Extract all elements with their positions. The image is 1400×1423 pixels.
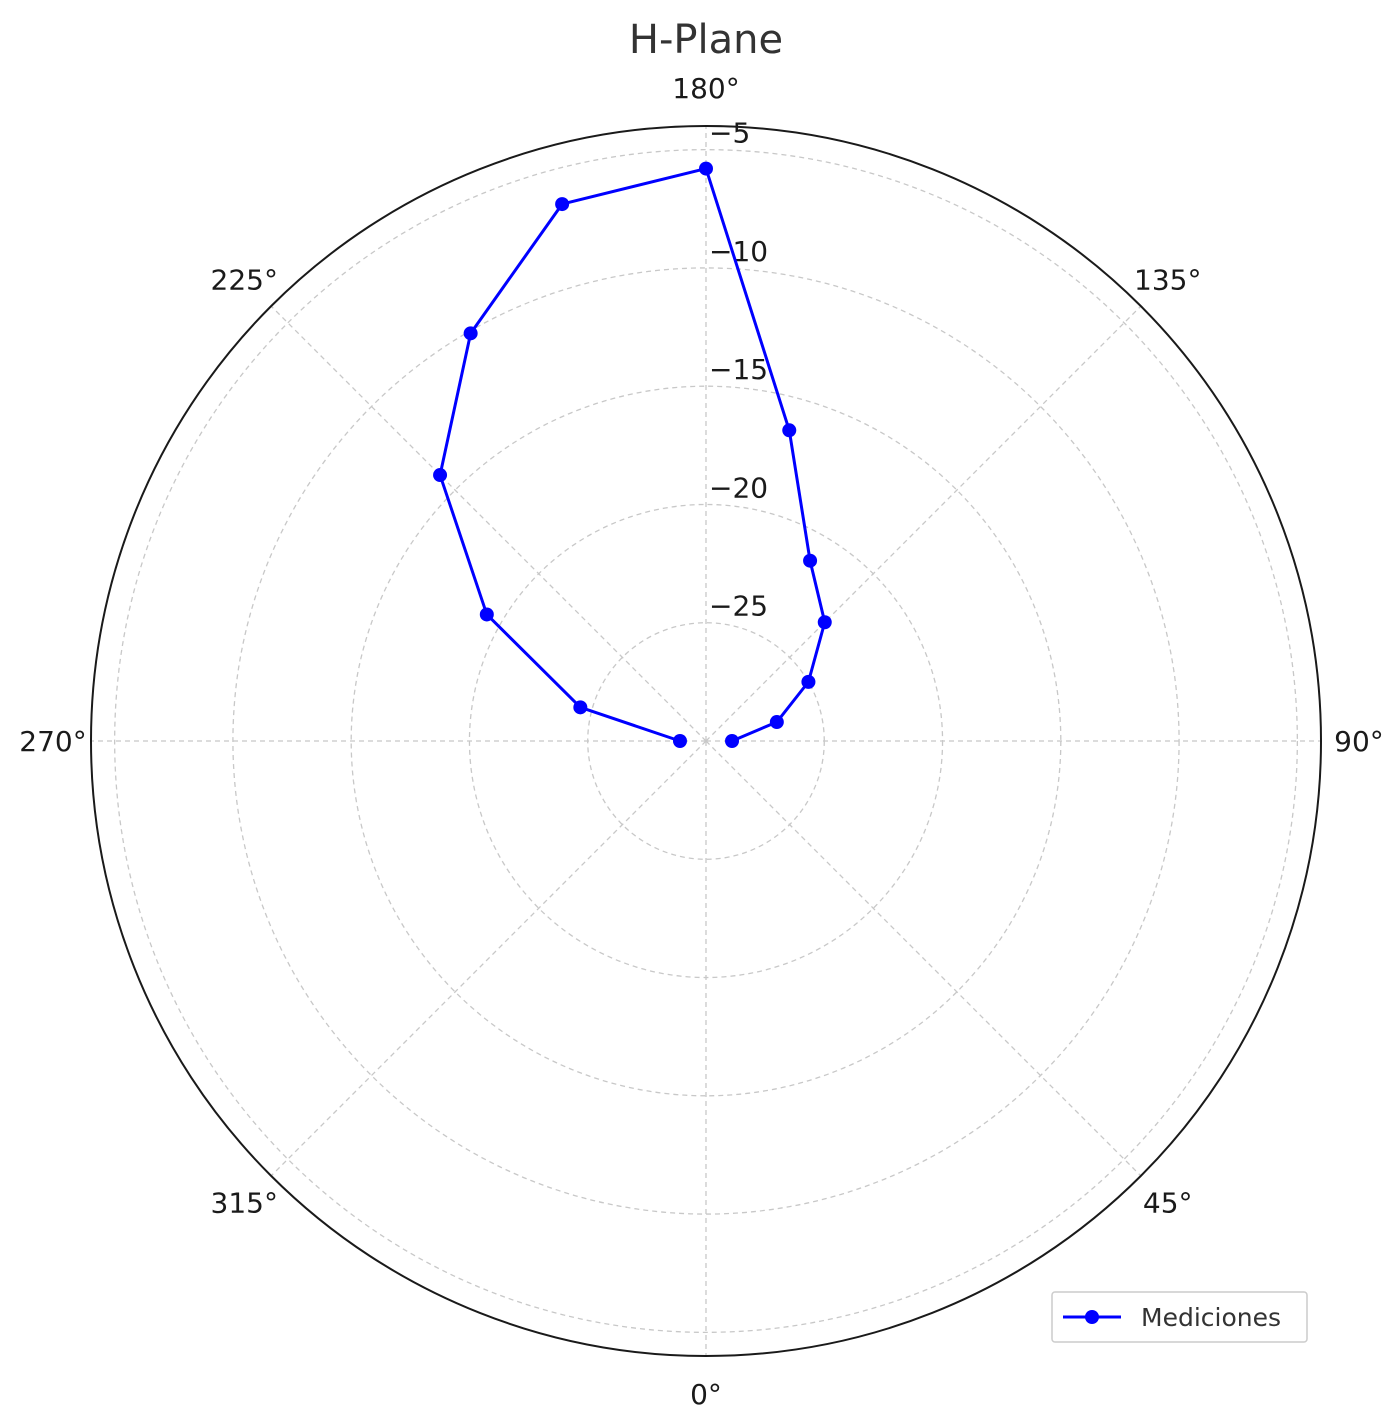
angle-spoke-7 bbox=[270, 740, 707, 1177]
angle-tick-label: 135° bbox=[1134, 263, 1201, 296]
angle-tick-label: 90° bbox=[1334, 725, 1384, 758]
data-point bbox=[725, 734, 740, 748]
angular-tick-labels: 0° 45° 90° 135° 180° 225° 270° 315° bbox=[19, 72, 1384, 1411]
data-point bbox=[573, 700, 588, 715]
r-tick-label: −25 bbox=[709, 590, 768, 623]
data-series bbox=[433, 161, 832, 748]
r-grid-circle-4 bbox=[114, 149, 1298, 1333]
r-tick-label: −20 bbox=[709, 471, 768, 504]
data-point bbox=[803, 553, 818, 568]
r-grid-circle-3 bbox=[232, 267, 1180, 1215]
data-point bbox=[555, 197, 570, 212]
angle-tick-label: 45° bbox=[1143, 1187, 1193, 1220]
angle-tick-label: 315° bbox=[211, 1187, 278, 1220]
data-point bbox=[801, 674, 816, 689]
data-point bbox=[699, 161, 713, 176]
data-point bbox=[672, 734, 687, 748]
legend-box bbox=[1051, 1291, 1308, 1343]
angle-spoke-3 bbox=[705, 305, 1142, 742]
r-tick-label: −15 bbox=[709, 353, 768, 386]
radial-tick-labels: −25 −20 −15 −10 −5 bbox=[709, 117, 768, 623]
legend-label: Mediciones bbox=[1141, 1303, 1281, 1332]
angle-tick-label: 225° bbox=[211, 263, 278, 296]
angle-tick-label: 270° bbox=[19, 725, 86, 758]
data-point bbox=[433, 468, 448, 483]
angle-spoke-5 bbox=[270, 305, 707, 742]
chart-title: H-Plane bbox=[629, 17, 783, 63]
angle-tick-label: 180° bbox=[672, 72, 739, 105]
data-point bbox=[817, 615, 832, 630]
data-point bbox=[782, 423, 797, 438]
data-point bbox=[479, 607, 494, 622]
polar-outer-circle bbox=[90, 125, 1322, 1357]
data-point bbox=[769, 715, 784, 730]
polar-grid bbox=[91, 126, 1321, 1356]
polar-frame bbox=[90, 125, 1322, 1357]
r-tick-label: −10 bbox=[709, 235, 768, 268]
data-point bbox=[463, 326, 478, 341]
legend: Mediciones bbox=[1051, 1291, 1308, 1343]
angle-spoke-1 bbox=[705, 740, 1142, 1177]
r-tick-label: −5 bbox=[709, 117, 750, 150]
angle-tick-label: 0° bbox=[690, 1378, 722, 1411]
legend-marker-sample bbox=[1085, 1310, 1099, 1324]
